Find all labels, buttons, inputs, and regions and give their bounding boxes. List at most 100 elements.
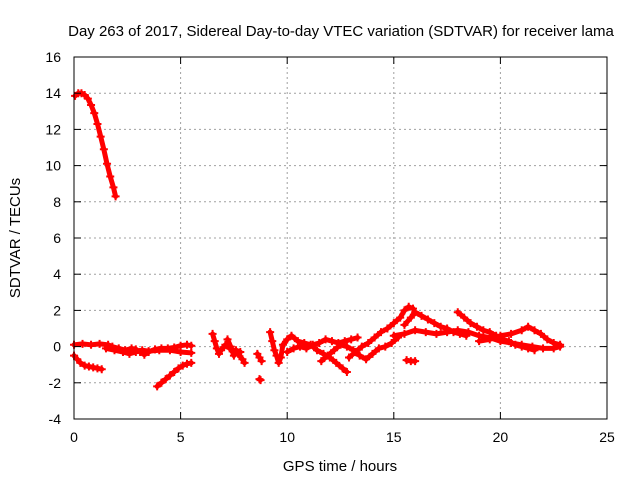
data-point <box>187 348 196 357</box>
data-point <box>549 338 558 347</box>
data-point <box>466 319 475 328</box>
data-point <box>383 324 392 333</box>
data-point <box>210 337 219 346</box>
data-point <box>109 183 118 192</box>
y-tick-label: 12 <box>45 121 61 137</box>
series-early-dip <box>70 351 106 374</box>
data-point <box>336 340 345 349</box>
data-point <box>411 326 420 335</box>
data-point <box>342 367 351 376</box>
data-point <box>543 335 552 344</box>
data-point <box>217 346 226 355</box>
data-point <box>176 348 185 357</box>
series-band-15-22 <box>389 326 565 353</box>
y-tick-label: 14 <box>45 85 61 101</box>
data-point <box>153 382 162 391</box>
data-point <box>539 344 548 353</box>
data-point <box>212 344 221 353</box>
data-point <box>353 333 362 342</box>
data-point <box>475 337 484 346</box>
series-patch-13-15 <box>345 302 417 362</box>
data-point <box>165 346 174 355</box>
data-point <box>556 340 565 349</box>
y-tick-label: 16 <box>45 49 61 65</box>
data-point <box>400 306 409 315</box>
data-point <box>517 326 526 335</box>
data-point <box>453 308 462 317</box>
data-point <box>485 335 494 344</box>
data-point <box>103 159 112 168</box>
data-point <box>374 344 383 353</box>
series-patch-6-8b <box>223 335 245 360</box>
data-point <box>270 346 279 355</box>
y-tick-label: -2 <box>49 375 62 391</box>
series-trace <box>72 90 119 199</box>
data-point <box>327 337 336 346</box>
data-point <box>90 109 99 118</box>
y-tick-label: 10 <box>45 158 61 174</box>
data-point <box>317 357 326 366</box>
data-point <box>308 340 317 349</box>
series-band-19-23 <box>475 322 565 349</box>
data-point <box>400 320 409 329</box>
data-point <box>106 172 115 181</box>
data-point <box>287 331 296 340</box>
data-point <box>381 342 390 351</box>
data-point <box>278 340 287 349</box>
data-point <box>266 328 275 337</box>
data-point <box>257 357 266 366</box>
y-tick-label: 4 <box>53 266 61 282</box>
y-tick-label: 2 <box>53 302 61 318</box>
x-axis-label: GPS time / hours <box>283 458 397 475</box>
data-point <box>256 376 265 385</box>
data-point <box>496 331 505 340</box>
data-point <box>87 340 96 349</box>
data-point <box>240 358 249 367</box>
data-point <box>432 329 441 338</box>
data-point <box>165 371 174 380</box>
y-tick-label: 0 <box>53 339 61 355</box>
x-tick-label: 20 <box>493 429 509 445</box>
y-tick-label: -4 <box>49 411 62 427</box>
x-tick-labels: 0 5 10 15 20 25 <box>70 429 615 445</box>
data-point <box>464 328 473 337</box>
data-point <box>430 319 439 328</box>
data-point <box>110 346 119 355</box>
data-point <box>357 342 366 351</box>
data-point <box>507 338 516 347</box>
data-point <box>283 335 292 344</box>
data-point <box>528 342 537 351</box>
data-point <box>355 351 364 360</box>
x-tick-label: 5 <box>177 429 185 445</box>
data-point <box>187 341 196 350</box>
data-point <box>321 335 330 344</box>
data-point <box>295 342 304 351</box>
data-point <box>157 378 166 387</box>
data-point <box>302 344 311 353</box>
data-point <box>347 335 356 344</box>
data-point <box>125 349 134 358</box>
data-point <box>517 340 526 349</box>
data-point <box>178 361 187 370</box>
data-point <box>396 313 405 322</box>
data-point <box>330 346 339 355</box>
data-point <box>76 358 85 367</box>
series-patch-10-12 <box>283 333 362 357</box>
data-point <box>351 348 360 357</box>
data-point <box>364 338 373 347</box>
chart-title: Day 263 of 2017, Sidereal Day-to-day VTE… <box>68 23 614 40</box>
x-tick-label: 0 <box>70 429 78 445</box>
data-point <box>332 358 341 367</box>
data-point <box>530 326 539 335</box>
data-point <box>274 358 283 367</box>
data-point <box>507 329 516 338</box>
data-point <box>389 331 398 340</box>
data-point <box>370 333 379 342</box>
data-point <box>389 319 398 328</box>
data-point <box>276 353 285 362</box>
data-point <box>377 328 386 337</box>
data-point <box>421 328 430 337</box>
y-axis-label: SDTVAR / TECUs <box>7 178 24 298</box>
data-point <box>362 355 371 364</box>
